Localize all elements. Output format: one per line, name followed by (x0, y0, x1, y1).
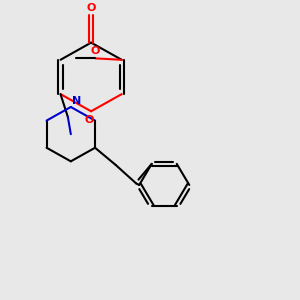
Text: O: O (91, 46, 100, 56)
Text: O: O (85, 115, 94, 125)
Text: O: O (86, 3, 96, 13)
Text: N: N (72, 96, 82, 106)
